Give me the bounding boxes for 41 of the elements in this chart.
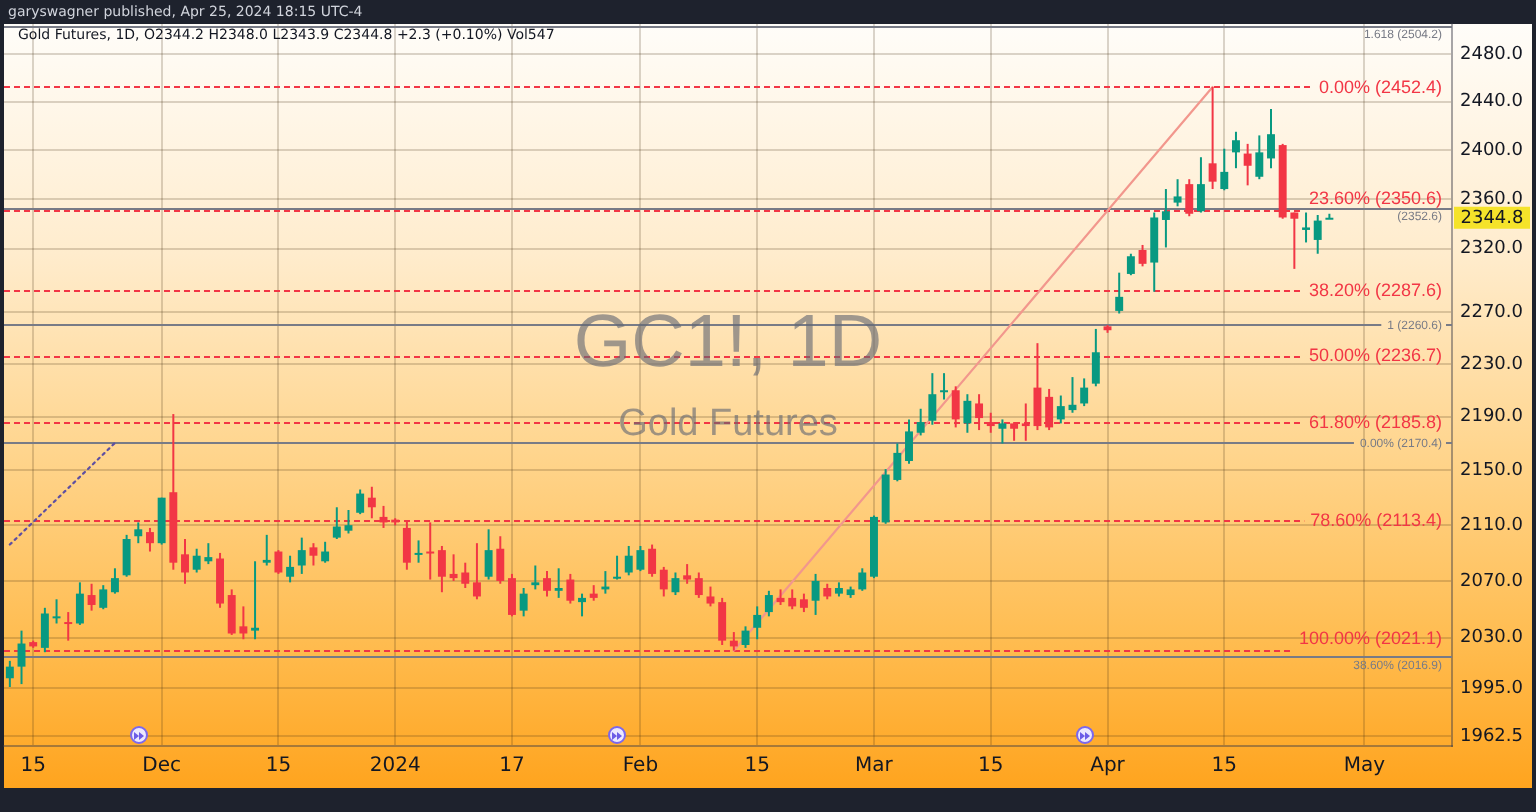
text: 2344.8: [1460, 209, 1525, 230]
y-tick-label: 2190.0: [1460, 407, 1524, 428]
x-tick-label: 15: [20, 755, 46, 778]
x-tick-label: 2024: [369, 755, 421, 778]
x-tick-label: Apr: [1090, 755, 1127, 778]
x-tick-label: 15: [978, 755, 1004, 778]
y-tick-label: 2360.0: [1460, 189, 1524, 210]
ref-line-label: 61.80% (2185.8): [1308, 412, 1442, 433]
candlestick: [414, 540, 423, 563]
ref-line-label: 23.60% (2350.6): [1308, 187, 1442, 208]
y-tick-label: 2110.0: [1460, 515, 1524, 536]
y-tick-label: 2030.0: [1460, 628, 1524, 649]
candlestick: [554, 568, 563, 598]
candlestick: [613, 555, 622, 580]
candlestick: [52, 599, 61, 624]
candlestick: [64, 612, 73, 641]
x-tick-label: 15: [1211, 755, 1238, 778]
ref-line-label: 78.60% (2113.4): [1310, 510, 1442, 531]
x-tick-label: 15: [744, 755, 770, 778]
candlestick: [940, 373, 948, 400]
ref-line-label: 100.00% (2021.1): [1298, 627, 1442, 648]
y-tick-label: 2480.0: [1460, 45, 1524, 66]
y-tick-label: 2400.0: [1460, 140, 1524, 161]
x-tick-label: May: [1343, 755, 1386, 778]
x-tick-label: Dec: [142, 755, 181, 778]
y-tick-label: 2070.0: [1460, 571, 1524, 592]
ref-line-label: 50.00% (2236.7): [1308, 345, 1442, 366]
x-tick-label: Mar: [855, 755, 895, 778]
y-tick-label: 1962.5: [1460, 727, 1523, 748]
x-tick-label: 15: [265, 755, 292, 778]
candlestick: [251, 561, 260, 640]
y-tick-label: 2320.0: [1460, 239, 1524, 260]
y-tick-label: 2440.0: [1460, 92, 1524, 113]
y-tick-label: 1995.0: [1460, 679, 1524, 700]
y-tick-label: 2230.0: [1460, 354, 1524, 375]
ref-line-label: 38.20% (2287.6): [1308, 279, 1442, 300]
y-tick-label: 2270.0: [1460, 302, 1524, 323]
x-tick-label: Feb: [622, 755, 659, 778]
ref-line-label: 0.00% (2452.4): [1318, 76, 1442, 97]
x-tick-label: 17: [499, 755, 525, 778]
y-tick-label: 2150.0: [1460, 461, 1524, 482]
